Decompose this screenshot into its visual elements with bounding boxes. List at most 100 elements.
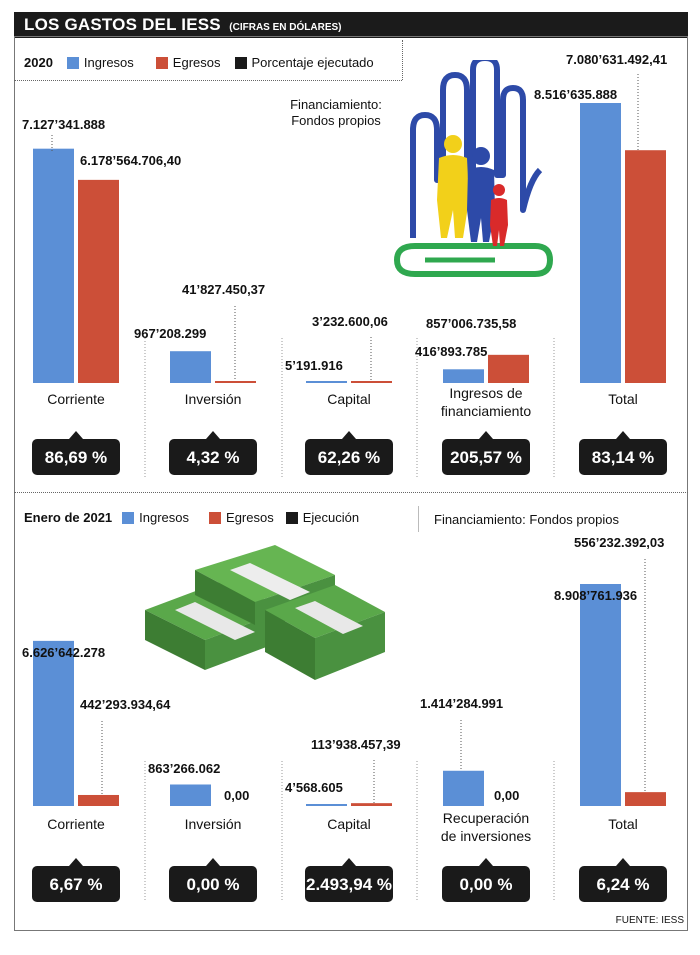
data-label-egresos-2020-3: 857’006.735,58	[426, 316, 516, 331]
content-frame	[14, 36, 688, 931]
pill-pointer-2020-2	[342, 431, 356, 439]
legend-item-ingresos: Ingresos	[66, 55, 134, 70]
bar-egresos-2020-4	[625, 150, 666, 383]
percent-label-2021-3: 0,00 %	[460, 875, 513, 894]
percent-badge-2020-4	[579, 439, 667, 475]
data-label-ingresos-2021-4: 8.908’761.936	[554, 588, 637, 603]
legend-item-ingresos: Ingresos	[122, 510, 189, 525]
percent-label-2020-2: 62,26 %	[318, 448, 380, 467]
money-stacks-illustration	[145, 545, 385, 680]
bar-ingresos-2020-3	[443, 369, 484, 383]
percent-label-2021-4: 6,24 %	[597, 875, 650, 894]
data-label-ingresos-2020-2: 5’191.916	[285, 358, 343, 373]
pill-pointer-2021-3	[479, 858, 493, 866]
percent-badge-2020-2	[305, 439, 393, 475]
percent-badge-2020-1	[169, 439, 257, 475]
title-bar: LOS GASTOS DEL IESS (CIFRAS EN DÓLARES)	[14, 12, 688, 38]
source-note: FUENTE: IESS	[615, 915, 684, 926]
legend-period: Enero de 2021	[24, 510, 113, 525]
bar-egresos-2020-0	[78, 179, 119, 383]
category-label-2021-1: Inversión	[185, 816, 242, 832]
category-label-2021-3: Recuperación	[443, 810, 529, 826]
percent-badge-2021-2	[305, 866, 393, 902]
data-label-egresos-2021-1: 0,00	[224, 788, 249, 803]
bar-egresos-2021-0	[78, 794, 119, 806]
legend-item-egresos: Egresos	[209, 510, 274, 525]
legend-2020: 2020 Ingresos Egresos Porcentaje ejecuta…	[24, 55, 386, 70]
pill-pointer-2020-0	[69, 431, 83, 439]
data-label-ingresos-2021-1: 863’266.062	[148, 761, 220, 776]
pill-pointer-2021-4	[616, 858, 630, 866]
category-label-2020-1: Inversión	[185, 391, 242, 407]
pill-pointer-2021-0	[69, 858, 83, 866]
bar-ingresos-2020-2	[306, 381, 347, 383]
bar-egresos-2020-3	[488, 354, 529, 383]
legend-2021: Enero de 2021 Ingresos Egresos Ejecución	[24, 510, 371, 525]
percent-badge-2021-1	[169, 866, 257, 902]
percent-badge-2020-0	[32, 439, 120, 475]
financing-note-2020: Financiamiento: Fondos propios	[290, 97, 382, 128]
category-label-2020-2: Capital	[327, 391, 371, 407]
data-label-ingresos-2020-0: 7.127’341.888	[22, 117, 105, 132]
data-label-egresos-2020-2: 3’232.600,06	[312, 314, 388, 329]
data-label-ingresos-2020-1: 967’208.299	[134, 326, 206, 341]
percent-label-2021-2: 2.493,94 %	[306, 875, 392, 894]
percent-label-2020-4: 83,14 %	[592, 448, 654, 467]
page-title: LOS GASTOS DEL IESS	[24, 15, 221, 34]
data-label-egresos-2021-2: 113’938.457,39	[311, 737, 401, 752]
percent-label-2020-0: 86,69 %	[45, 448, 107, 467]
legend-period: 2020	[24, 55, 53, 70]
percent-label-2021-1: 0,00 %	[187, 875, 240, 894]
legend-item-ejecutado: Porcentaje ejecutado	[234, 55, 374, 70]
financing-note-2021: Financiamiento: Fondos propios	[434, 512, 619, 527]
percent-label-2020-3: 205,57 %	[450, 448, 522, 467]
bar-egresos-2020-1	[215, 381, 256, 383]
category-label-2020-3: financiamiento	[441, 403, 531, 419]
data-label-egresos-2020-0: 6.178’564.706,40	[80, 153, 181, 168]
category-label-2020-4: Total	[608, 391, 638, 407]
data-label-ingresos-2021-2: 4’568.605	[285, 780, 343, 795]
section-divider	[14, 492, 688, 493]
percent-label-2020-1: 4,32 %	[187, 448, 240, 467]
pill-pointer-2020-4	[616, 431, 630, 439]
bar-ingresos-2020-4	[580, 103, 621, 383]
bar-ingresos-2020-0	[33, 148, 74, 383]
pill-pointer-2021-2	[342, 858, 356, 866]
data-label-ingresos-2020-3: 416’893.785	[415, 344, 487, 359]
percent-badge-2020-3	[442, 439, 530, 475]
legend-edge	[402, 40, 403, 80]
category-label-2020-3: Ingresos de	[449, 385, 522, 401]
iess-hand-family-logo	[393, 60, 554, 277]
bar-ingresos-2021-3	[443, 770, 484, 806]
data-label-egresos-2021-4: 556’232.392,03	[574, 535, 664, 550]
data-label-egresos-2020-4: 7.080’631.492,41	[566, 52, 667, 67]
percent-badge-2021-4	[579, 866, 667, 902]
data-label-egresos-2021-3: 0,00	[494, 788, 519, 803]
bar-ingresos-2021-4	[580, 584, 621, 806]
bar-egresos-2020-2	[351, 381, 392, 383]
data-label-egresos-2021-0: 442’293.934,64	[80, 697, 171, 712]
data-label-ingresos-2021-3: 1.414’284.991	[420, 696, 503, 711]
bar-egresos-2021-4	[625, 792, 666, 806]
pill-pointer-2020-1	[206, 431, 220, 439]
bar-ingresos-2021-1	[170, 784, 211, 806]
bar-egresos-2021-2	[351, 803, 392, 806]
category-label-2021-3: de inversiones	[441, 828, 531, 844]
bar-ingresos-2021-2	[306, 804, 347, 806]
legend-underline	[14, 80, 402, 81]
percent-badge-2021-0	[32, 866, 120, 902]
legend-item-ejecucion: Ejecución	[285, 510, 359, 525]
pill-pointer-2020-3	[479, 431, 493, 439]
percent-badge-2021-3	[442, 866, 530, 902]
legend-separator	[418, 506, 419, 532]
category-label-2020-0: Corriente	[47, 391, 105, 407]
page-subtitle: (CIFRAS EN DÓLARES)	[229, 22, 342, 33]
pill-pointer-2021-1	[206, 858, 220, 866]
bar-ingresos-2020-1	[170, 351, 211, 383]
category-label-2021-4: Total	[608, 816, 638, 832]
category-label-2021-0: Corriente	[47, 816, 105, 832]
data-label-ingresos-2020-4: 8.516’635.888	[534, 87, 617, 102]
category-label-2021-2: Capital	[327, 816, 371, 832]
